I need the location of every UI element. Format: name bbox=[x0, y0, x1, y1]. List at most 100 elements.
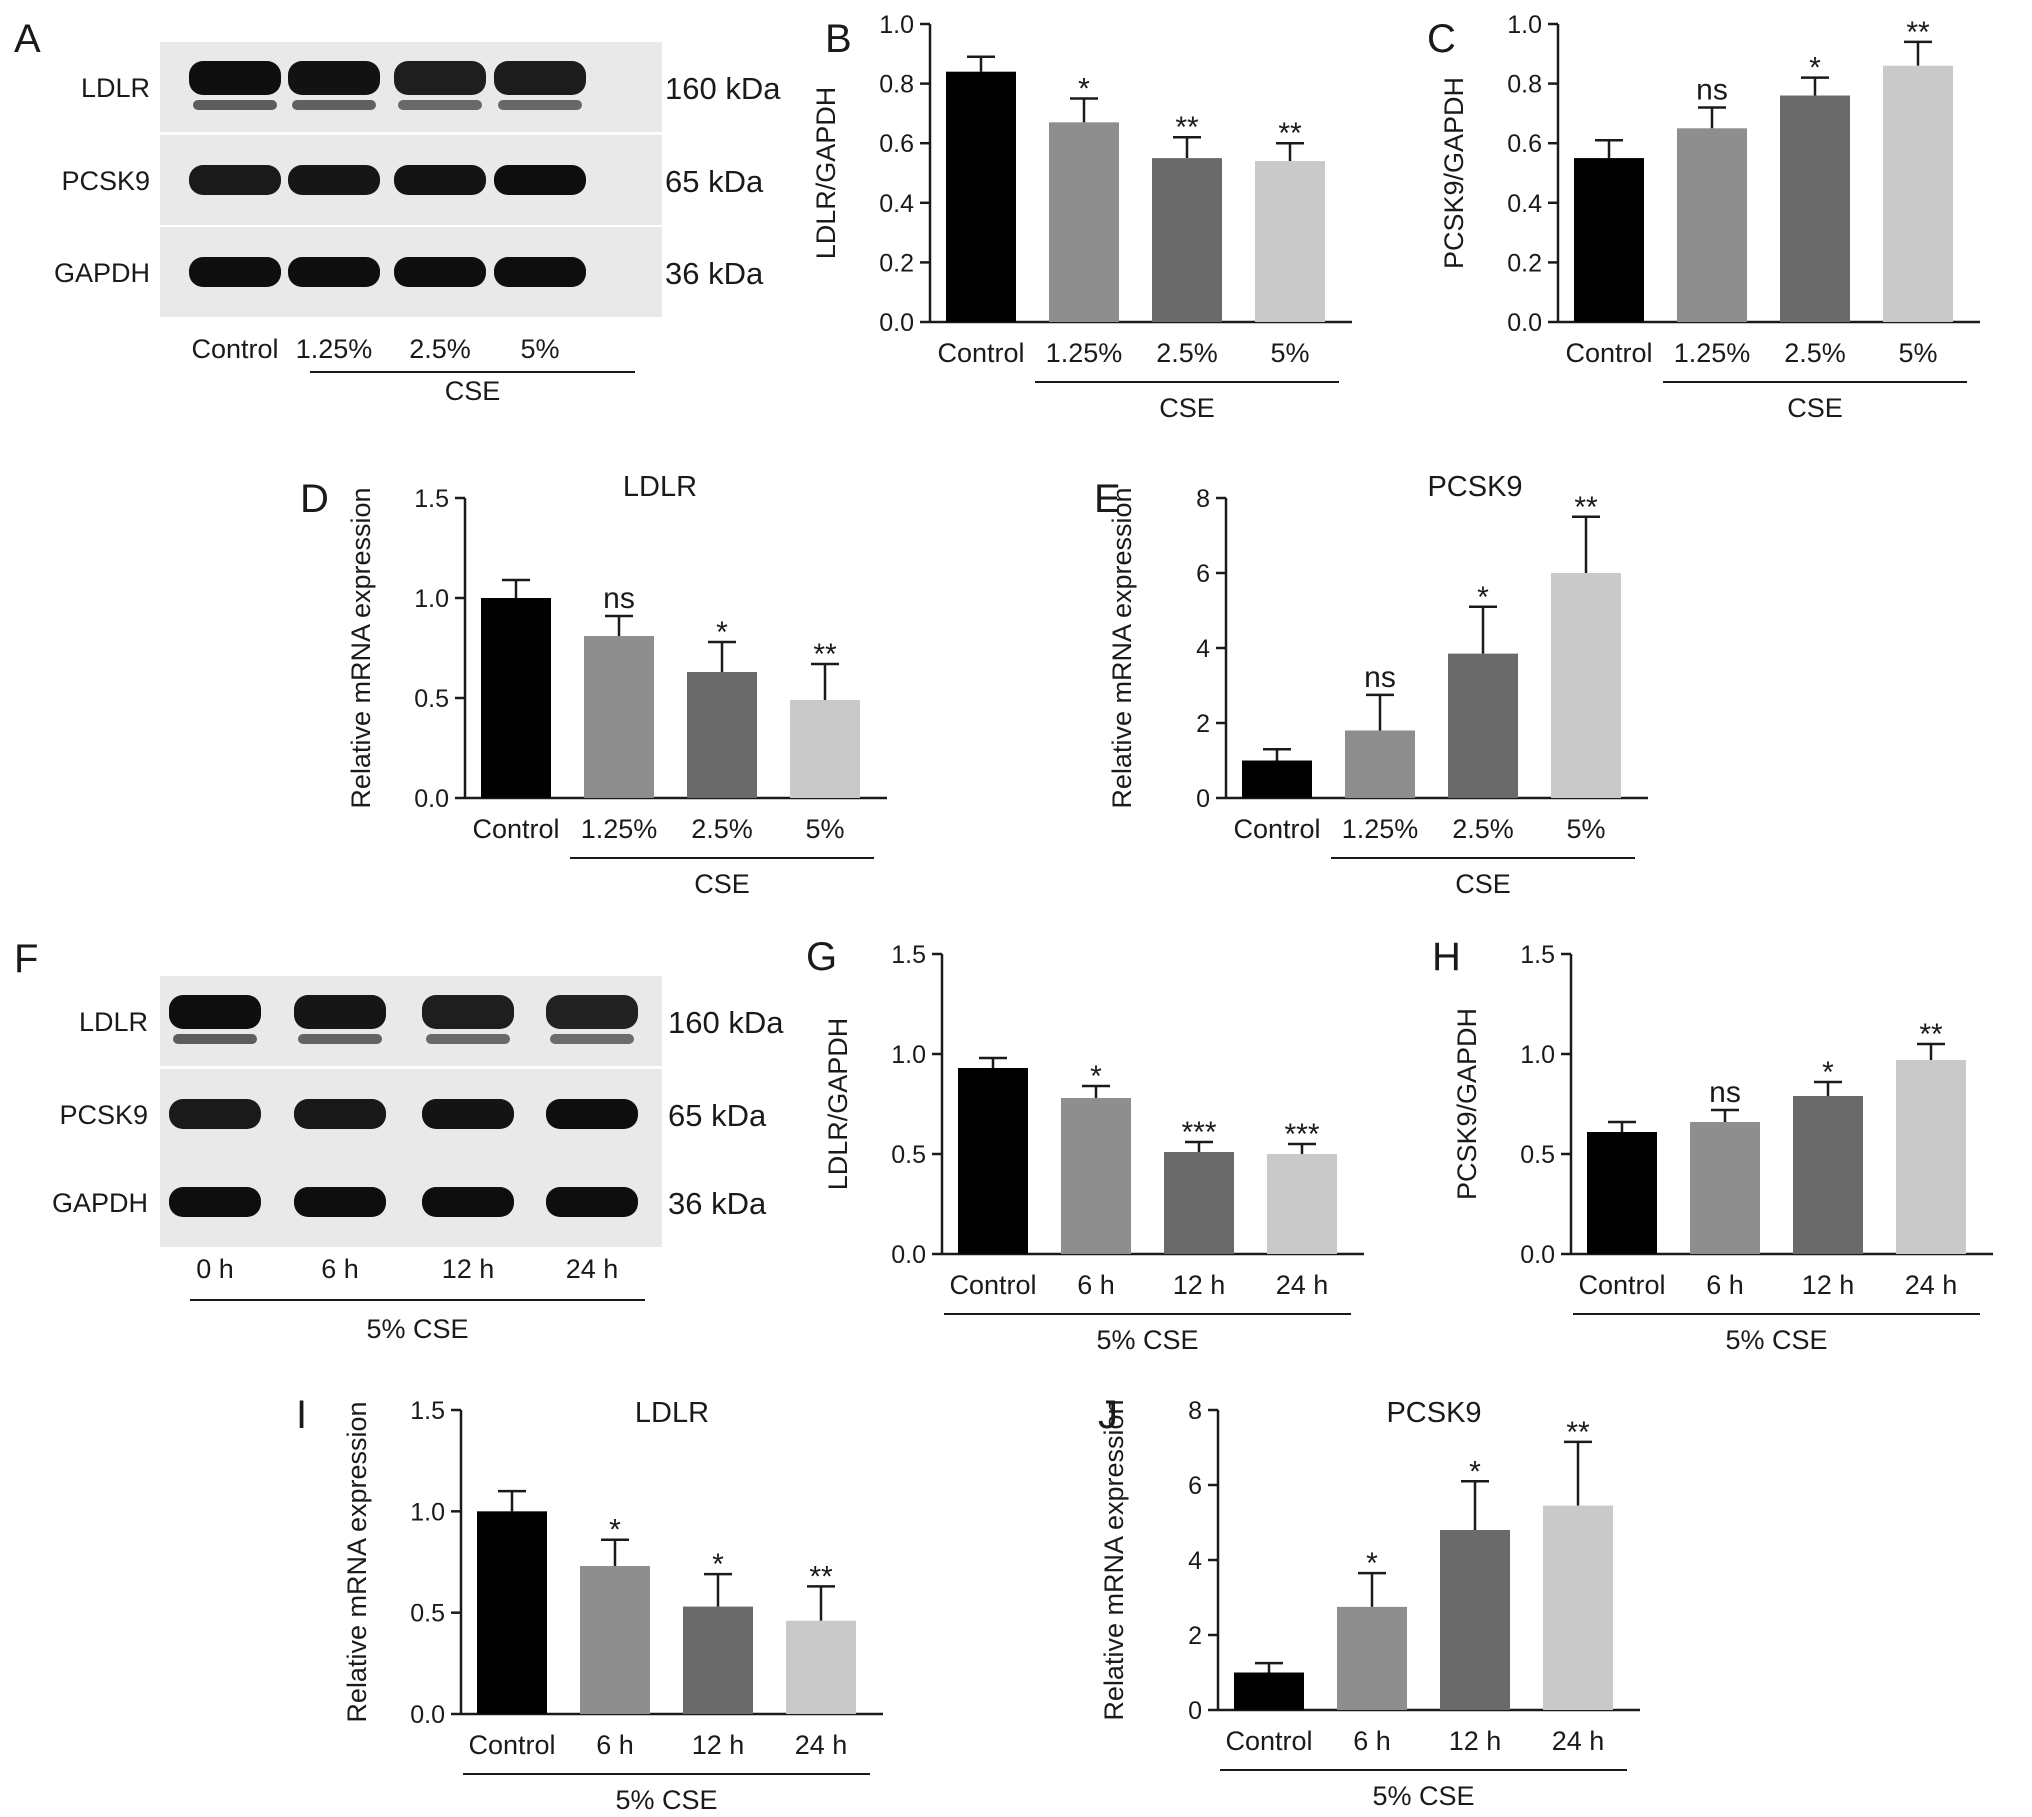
x-tick-label: Control bbox=[1578, 1270, 1665, 1300]
y-tick-label: 1.0 bbox=[414, 585, 449, 613]
x-tick-label: 1.25% bbox=[1046, 338, 1123, 368]
significance-label: * bbox=[716, 616, 728, 649]
blot-band bbox=[546, 1099, 638, 1129]
y-tick-label: 0.5 bbox=[414, 685, 449, 713]
panel-label: I bbox=[296, 1393, 307, 1437]
significance-label: ** bbox=[1919, 1018, 1943, 1051]
bar bbox=[580, 1566, 650, 1714]
bar bbox=[1440, 1530, 1510, 1710]
y-tick-label: 0.2 bbox=[879, 249, 914, 277]
blot-row-name: LDLR bbox=[79, 1007, 148, 1037]
x-tick-label: 6 h bbox=[596, 1730, 634, 1760]
panel-label: G bbox=[806, 935, 837, 979]
blot-band-lower bbox=[193, 100, 277, 110]
group-label: CSE bbox=[445, 376, 501, 406]
y-axis-label: LDLR/GAPDH bbox=[811, 87, 841, 260]
y-tick-label: 1.5 bbox=[414, 485, 449, 513]
y-axis-label: Relative mRNA expression bbox=[1099, 1399, 1129, 1720]
blot-row-size: 160 kDa bbox=[665, 71, 781, 106]
x-tick-label: 5% bbox=[1898, 338, 1937, 368]
blot-band bbox=[422, 1187, 514, 1217]
x-tick-label: 12 h bbox=[1449, 1726, 1502, 1756]
blot-band-lower bbox=[498, 100, 582, 110]
bar-chart-E: E PCSK9 0 2 4 6 8 Relative mRNA expression Contr… bbox=[1094, 471, 1648, 899]
group-label: 5% CSE bbox=[366, 1314, 468, 1344]
y-tick-label: 0.6 bbox=[879, 130, 914, 158]
x-tick-label: 1.25% bbox=[1342, 814, 1419, 844]
x-tick-label: Control bbox=[1225, 1726, 1312, 1756]
blot-band bbox=[394, 61, 486, 95]
blot-row-size: 65 kDa bbox=[665, 164, 764, 199]
y-axis-label: PCSK9/GAPDH bbox=[1452, 1008, 1482, 1200]
blot-band-lower bbox=[398, 100, 482, 110]
blot-band bbox=[494, 257, 586, 287]
x-tick-label: 1.25% bbox=[581, 814, 658, 844]
y-tick-label: 8 bbox=[1196, 485, 1210, 513]
y-tick-label: 0.4 bbox=[1507, 190, 1542, 218]
x-tick-label: 1.25% bbox=[1674, 338, 1751, 368]
y-tick-label: 0.6 bbox=[1507, 130, 1542, 158]
bar bbox=[481, 598, 551, 798]
x-tick-label: 6 h bbox=[1077, 1270, 1115, 1300]
blot-band bbox=[288, 165, 380, 195]
y-tick-label: 2 bbox=[1188, 1622, 1202, 1650]
group-label: 5% CSE bbox=[615, 1785, 717, 1815]
group-label: CSE bbox=[694, 869, 750, 899]
significance-label: * bbox=[1477, 581, 1489, 614]
y-tick-label: 8 bbox=[1188, 1397, 1202, 1425]
x-tick-label: Control bbox=[949, 1270, 1036, 1300]
y-tick-label: 1.5 bbox=[1520, 941, 1555, 969]
blot-row-name: GAPDH bbox=[52, 1188, 148, 1218]
x-tick-label: Control bbox=[1233, 814, 1320, 844]
bar bbox=[1896, 1060, 1966, 1254]
group-label: CSE bbox=[1159, 393, 1215, 423]
x-tick-label: 12 h bbox=[1173, 1270, 1226, 1300]
blot-band bbox=[422, 1099, 514, 1129]
y-tick-label: 0.0 bbox=[1520, 1241, 1555, 1269]
blot-band bbox=[169, 1187, 261, 1217]
y-axis-label: Relative mRNA expression bbox=[1107, 487, 1137, 808]
significance-label: * bbox=[1090, 1060, 1102, 1093]
y-tick-label: 0.0 bbox=[410, 1701, 445, 1729]
blot-band bbox=[189, 61, 281, 95]
bar bbox=[1780, 95, 1850, 323]
x-tick-label: Control bbox=[937, 338, 1024, 368]
significance-label: ** bbox=[1574, 491, 1598, 524]
blot-band bbox=[394, 257, 486, 287]
significance-label: ** bbox=[1175, 111, 1199, 144]
bar bbox=[1267, 1154, 1337, 1254]
y-tick-label: 2 bbox=[1196, 710, 1210, 738]
blot-row-size: 36 kDa bbox=[665, 256, 764, 291]
panel-label: J bbox=[1098, 1393, 1118, 1437]
y-tick-label: 4 bbox=[1196, 635, 1210, 663]
significance-label: * bbox=[1469, 1455, 1481, 1488]
group-label: 5% CSE bbox=[1096, 1325, 1198, 1355]
x-tick-label: 2.5% bbox=[1452, 814, 1514, 844]
blot-row-name: PCSK9 bbox=[59, 1100, 148, 1130]
x-tick-label: 2.5% bbox=[1784, 338, 1846, 368]
x-tick-label: 5% bbox=[1270, 338, 1309, 368]
bar bbox=[1551, 573, 1621, 798]
blot-band-lower bbox=[173, 1034, 257, 1044]
bar bbox=[946, 71, 1016, 323]
group-label: 5% CSE bbox=[1372, 1781, 1474, 1811]
significance-label: *** bbox=[1181, 1116, 1216, 1149]
significance-label: ** bbox=[1566, 1416, 1590, 1449]
lane-label: 6 h bbox=[321, 1254, 359, 1284]
significance-label: ** bbox=[813, 638, 837, 671]
group-label: CSE bbox=[1787, 393, 1843, 423]
panel-label: C bbox=[1427, 17, 1456, 61]
x-tick-label: 2.5% bbox=[691, 814, 753, 844]
x-tick-label: 24 h bbox=[1905, 1270, 1958, 1300]
bar bbox=[790, 700, 860, 798]
bar bbox=[1793, 1096, 1863, 1254]
bar bbox=[1049, 122, 1119, 322]
group-label: 5% CSE bbox=[1725, 1325, 1827, 1355]
lane-label: 1.25% bbox=[296, 334, 373, 364]
blot-band bbox=[189, 257, 281, 287]
bar bbox=[1164, 1152, 1234, 1254]
blot-band bbox=[494, 165, 586, 195]
lane-label: 12 h bbox=[442, 1254, 495, 1284]
y-axis-label: Relative mRNA expression bbox=[342, 1401, 372, 1722]
y-tick-label: 1.0 bbox=[1507, 11, 1542, 39]
